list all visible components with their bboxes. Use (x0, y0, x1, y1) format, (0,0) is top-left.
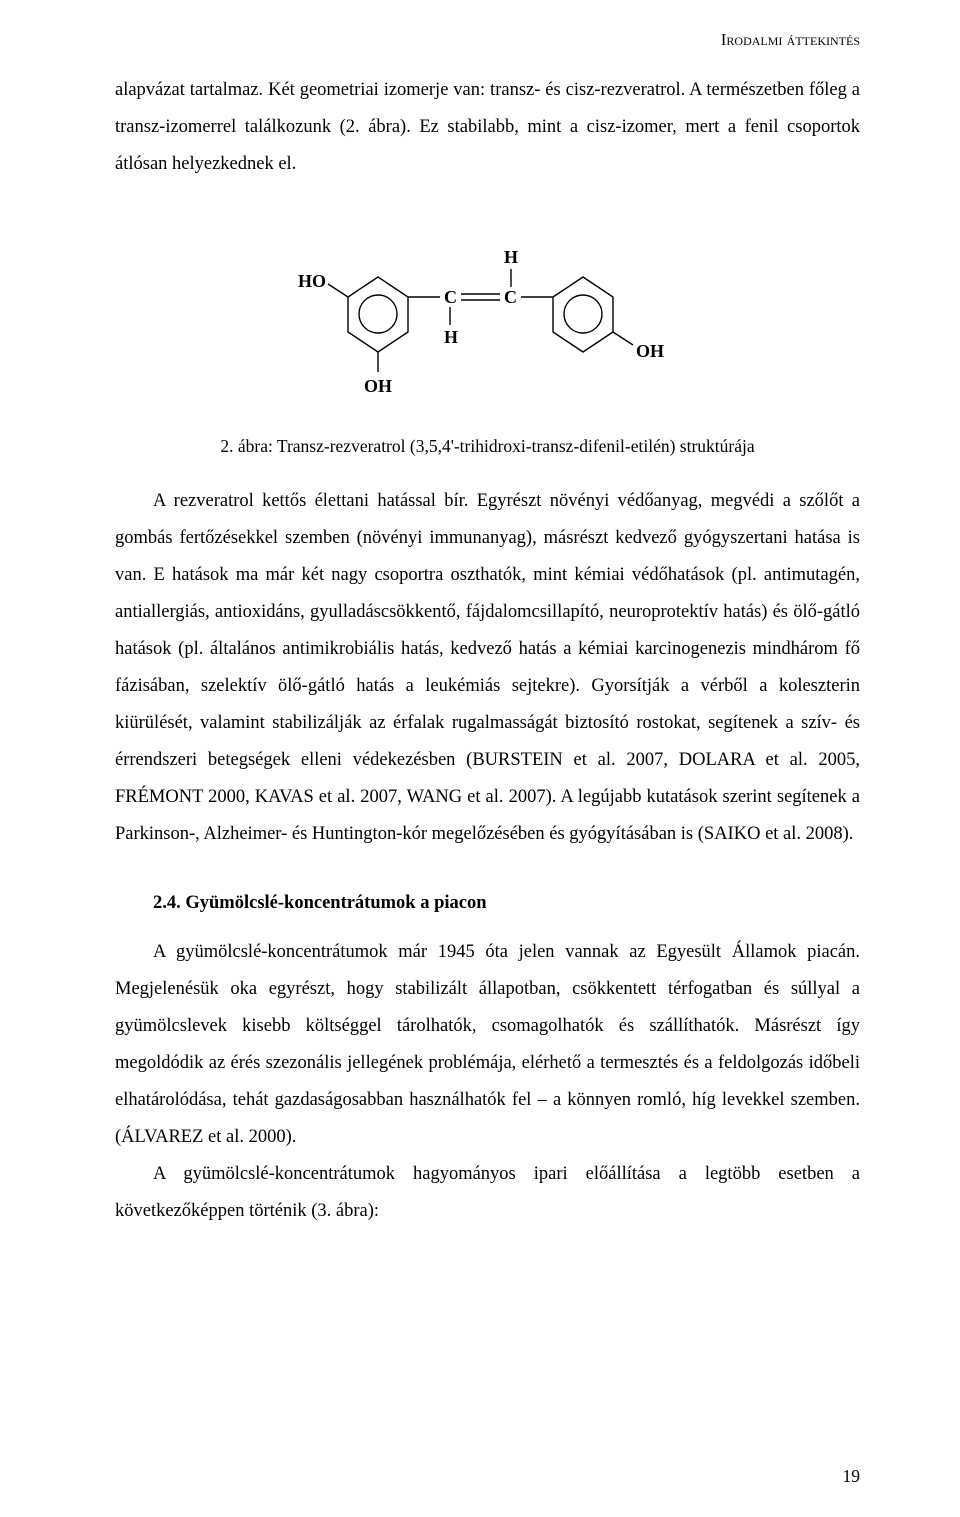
paragraph-1: alapvázat tartalmaz. Két geometriai izom… (115, 72, 860, 183)
label-C-right: C (504, 287, 517, 307)
label-H-bottom: H (444, 327, 458, 347)
figure-caption: 2. ábra: Transz-rezveratrol (3,5,4'-trih… (115, 436, 860, 457)
paragraph-3: A gyümölcslé-koncentrátumok már 1945 óta… (115, 934, 860, 1156)
label-OH-left: OH (364, 376, 392, 396)
page-number: 19 (843, 1466, 861, 1487)
paragraph-2: A rezveratrol kettős élettani hatással b… (115, 483, 860, 853)
label-OH-right: OH (636, 341, 664, 361)
label-H-top: H (504, 247, 518, 267)
label-C-left: C (444, 287, 457, 307)
chemical-structure-figure: HO OH C C H H OH (115, 207, 860, 412)
resveratrol-structure-svg: HO OH C C H H OH (268, 207, 708, 407)
section-heading-2-4: 2.4. Gyümölcslé-koncentrátumok a piacon (115, 893, 860, 914)
label-HO: HO (298, 271, 326, 291)
paragraph-4: A gyümölcslé-koncentrátumok hagyományos … (115, 1156, 860, 1230)
section-running-header: Irodalmi áttekintés (115, 30, 860, 50)
